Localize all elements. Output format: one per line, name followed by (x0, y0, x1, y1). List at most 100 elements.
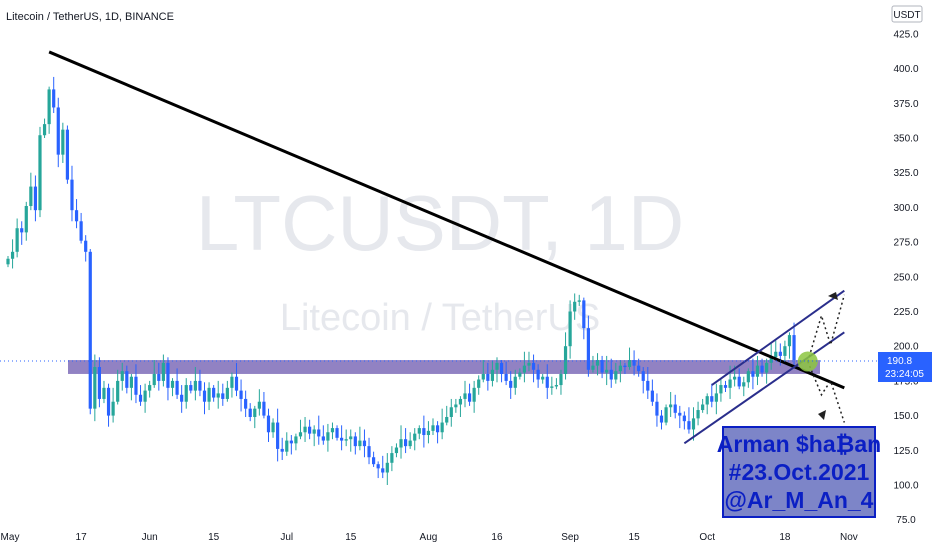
candle-body (609, 369, 613, 380)
currency-label: USDT (893, 10, 920, 21)
candle-body (303, 426, 307, 433)
price-tick-label: 325.0 (893, 168, 918, 179)
candle-body (774, 351, 778, 358)
candle-body (271, 422, 275, 433)
candle-body (623, 365, 627, 368)
candle-body (600, 360, 604, 373)
time-axis[interactable]: May 17 Jun 15 Jul 15 Aug 16 Sep 15 Oct 18 Nov (1, 532, 858, 543)
chart-title: Litecoin / TetherUS, 1D, BINANCE (6, 11, 174, 23)
candle-body (10, 251, 15, 259)
projection-up-arrowhead (828, 292, 838, 300)
candle-body (184, 385, 188, 402)
candle-body (56, 107, 60, 155)
candle-body (152, 373, 156, 386)
candle-body (627, 360, 632, 368)
candle-body (376, 464, 380, 469)
time-tick-label: 16 (491, 532, 503, 543)
time-tick-label: Oct (699, 532, 715, 543)
candle-body (618, 365, 622, 372)
candle-body (289, 440, 293, 444)
candle-body (125, 371, 129, 388)
candle-body (266, 415, 271, 433)
highlight-circle (797, 351, 818, 372)
candle-body (755, 365, 760, 377)
currency-badge[interactable] (891, 5, 923, 23)
drawings-layer (48, 50, 846, 445)
candle-body (760, 365, 764, 373)
candle-body (504, 373, 508, 381)
candle-body (230, 376, 234, 388)
watermark-name: Litecoin / TetherUS (280, 297, 600, 339)
candle-body (678, 412, 682, 416)
channel-upper-line[interactable] (711, 289, 845, 386)
candle-body (669, 404, 673, 408)
candle-body (783, 346, 787, 356)
candle-body (518, 372, 522, 377)
candle-body (134, 376, 138, 395)
time-tick-label: 15 (345, 532, 357, 543)
candle-body (234, 376, 239, 391)
price-axis[interactable]: 425.0 400.0 375.0 350.0 325.0 300.0 275.0 250.0… (893, 29, 918, 526)
candle-body (568, 311, 572, 347)
candle-body (394, 447, 399, 454)
channel-lower-line[interactable] (683, 331, 845, 445)
candle-body (340, 437, 344, 441)
candle-body (248, 408, 252, 417)
candle-body (573, 301, 577, 312)
candle-body (719, 385, 723, 394)
candle-body (161, 362, 165, 381)
candle-body (253, 408, 257, 417)
projection-down-arrowhead (818, 410, 826, 420)
last-price-value: 190.8 (887, 356, 912, 367)
candle-body (582, 300, 586, 329)
candle-body (399, 439, 403, 448)
candle-body (385, 462, 389, 473)
candle-body (545, 376, 549, 388)
candle-body (472, 387, 476, 402)
candle-body (70, 179, 74, 211)
candle-body (742, 382, 746, 387)
candle-body (614, 371, 618, 380)
price-tick-label: 75.0 (896, 515, 916, 526)
time-tick-label: 15 (629, 532, 641, 543)
candle-body (527, 362, 531, 366)
price-tick-label: 400.0 (893, 64, 918, 75)
candle-body (577, 300, 581, 302)
candle-body (390, 453, 394, 463)
candle-body (435, 425, 440, 433)
candle-body (294, 436, 298, 444)
candle-body (673, 404, 677, 413)
candle-body (431, 425, 435, 431)
candle-body (787, 335, 792, 347)
candle-body (408, 440, 412, 447)
descending-trendline[interactable] (48, 50, 845, 390)
candle-body (285, 440, 289, 452)
candle-body (655, 401, 659, 416)
candle-body (367, 446, 371, 458)
candle-body (646, 380, 650, 391)
candles-layer (6, 76, 796, 485)
candle-body (216, 393, 220, 398)
candle-body (659, 415, 664, 423)
candle-body (102, 387, 106, 399)
candle-body (111, 401, 115, 416)
candle-body (344, 439, 348, 441)
candle-body (38, 135, 42, 211)
annotation-date: #23.Oct.2021 (729, 459, 870, 485)
time-tick-label: Jul (280, 532, 293, 543)
candle-body (189, 385, 193, 391)
price-tick-label: 200.0 (893, 342, 918, 353)
candle-body (513, 376, 517, 388)
time-tick-label: Sep (561, 532, 579, 543)
candle-body (486, 373, 490, 381)
candle-body (728, 379, 732, 388)
candle-body (737, 376, 741, 387)
candle-body (477, 379, 481, 388)
candle-body (490, 369, 495, 381)
candle-body (417, 428, 421, 434)
candle-body (6, 258, 10, 265)
candle-body (65, 129, 70, 180)
last-price-tag (878, 352, 932, 382)
